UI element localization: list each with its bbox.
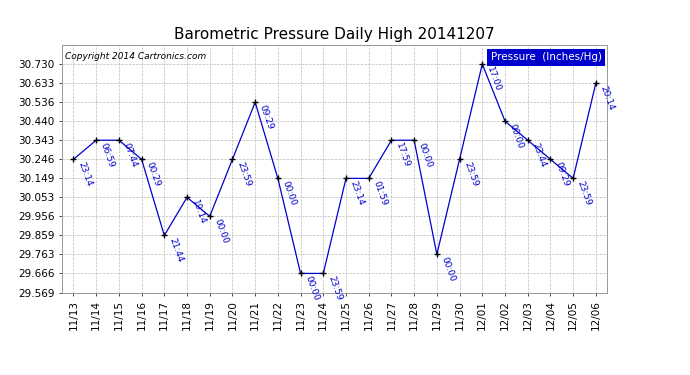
Text: Copyright 2014 Cartronics.com: Copyright 2014 Cartronics.com <box>65 53 206 62</box>
Text: 23:14: 23:14 <box>76 161 93 188</box>
Text: 09:29: 09:29 <box>553 161 571 188</box>
Text: 00:00: 00:00 <box>213 218 230 245</box>
Text: 00:29: 00:29 <box>144 161 161 188</box>
Text: 00:00: 00:00 <box>417 142 434 169</box>
Text: 23:59: 23:59 <box>235 161 253 188</box>
Text: 07:44: 07:44 <box>121 142 139 169</box>
Text: 00:00: 00:00 <box>304 275 321 302</box>
Text: 20:14: 20:14 <box>599 84 616 112</box>
Text: 00:00: 00:00 <box>281 180 298 207</box>
Text: 00:00: 00:00 <box>440 256 457 283</box>
Text: 19:14: 19:14 <box>190 199 207 226</box>
Text: Pressure  (Inches/Hg): Pressure (Inches/Hg) <box>491 53 602 62</box>
Text: 01:59: 01:59 <box>371 180 388 207</box>
Text: 06:59: 06:59 <box>99 142 116 169</box>
Text: 23:59: 23:59 <box>326 275 344 302</box>
Title: Barometric Pressure Daily High 20141207: Barometric Pressure Daily High 20141207 <box>175 27 495 42</box>
Text: 17:00: 17:00 <box>485 66 502 93</box>
Text: 23:59: 23:59 <box>576 180 593 207</box>
Text: 21:44: 21:44 <box>167 237 184 264</box>
Text: 17:59: 17:59 <box>394 142 411 169</box>
Text: 23:14: 23:14 <box>348 180 366 207</box>
Text: 00:00: 00:00 <box>508 123 525 150</box>
Text: 23:59: 23:59 <box>462 161 480 188</box>
Text: 09:29: 09:29 <box>258 104 275 131</box>
Text: 23:44: 23:44 <box>531 142 548 169</box>
